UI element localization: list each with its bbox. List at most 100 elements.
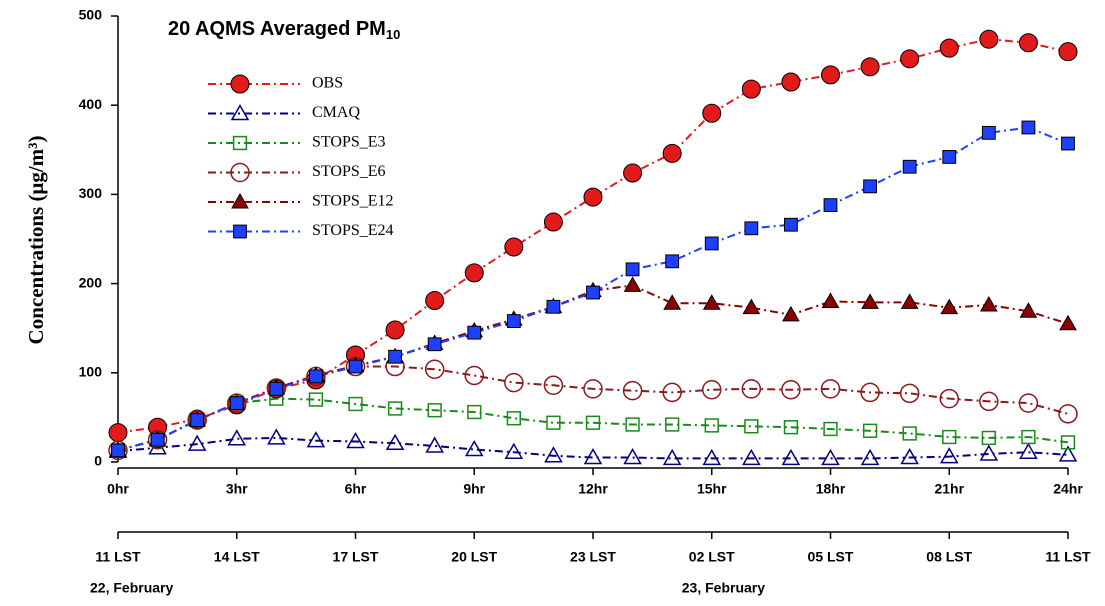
marker xyxy=(546,299,561,314)
marker xyxy=(190,413,205,427)
marker xyxy=(665,417,680,432)
marker xyxy=(702,294,721,310)
marker xyxy=(504,237,524,257)
date-label: 23, February xyxy=(682,580,765,596)
marker xyxy=(979,29,999,49)
marker xyxy=(425,291,445,311)
marker xyxy=(741,379,762,399)
marker xyxy=(623,276,642,292)
date-label: 22, February xyxy=(90,580,173,596)
series-line xyxy=(117,38,1069,434)
marker xyxy=(546,415,561,430)
marker xyxy=(863,179,877,194)
marker xyxy=(784,217,798,232)
marker xyxy=(704,236,719,251)
marker xyxy=(902,159,917,174)
marker xyxy=(662,448,682,466)
x-tick-label: 3hr xyxy=(226,481,248,497)
x-tick-label: 18hr xyxy=(816,481,846,497)
marker xyxy=(704,418,719,433)
lst-label: 14 LST xyxy=(214,549,260,565)
x-tick-label: 0hr xyxy=(107,481,129,497)
y-tick-label: 500 xyxy=(79,7,103,23)
marker xyxy=(467,404,482,420)
lst-label: 23 LST xyxy=(570,549,616,565)
marker xyxy=(1058,42,1078,62)
marker xyxy=(506,411,521,426)
marker xyxy=(346,431,365,449)
y-tick-label: 0 xyxy=(94,453,102,469)
lst-label: 08 LST xyxy=(926,549,972,565)
marker xyxy=(467,325,482,340)
marker xyxy=(979,444,999,461)
marker xyxy=(464,440,484,457)
marker xyxy=(308,392,324,407)
marker xyxy=(783,420,799,435)
marker xyxy=(427,337,442,352)
marker xyxy=(820,379,841,399)
lst-label: 02 LST xyxy=(689,549,735,565)
marker xyxy=(823,421,838,437)
marker xyxy=(504,372,524,393)
marker xyxy=(662,382,682,403)
marker xyxy=(742,298,761,315)
marker xyxy=(781,448,801,466)
marker xyxy=(623,163,643,183)
marker xyxy=(1018,33,1038,53)
legend-marker xyxy=(231,192,249,209)
lst-label: 11 LST xyxy=(1045,549,1091,565)
series-line xyxy=(117,436,1069,460)
marker xyxy=(464,263,484,283)
marker xyxy=(586,285,600,300)
x-tick-label: 24hr xyxy=(1053,481,1083,497)
marker xyxy=(385,433,405,451)
marker xyxy=(702,103,722,123)
marker xyxy=(1059,314,1077,331)
marker xyxy=(662,143,682,163)
legend-marker xyxy=(230,103,250,121)
marker xyxy=(1058,404,1078,424)
marker xyxy=(544,446,563,463)
marker xyxy=(583,187,603,207)
title-text: 20 AQMS Averaged PM xyxy=(168,18,386,40)
marker xyxy=(744,419,759,434)
marker xyxy=(900,293,919,309)
marker xyxy=(702,448,722,466)
marker xyxy=(781,379,801,400)
x-tick-label: 6hr xyxy=(345,481,367,497)
series-line xyxy=(117,365,1069,452)
marker xyxy=(427,403,442,418)
marker xyxy=(111,443,125,458)
marker xyxy=(425,436,444,453)
marker xyxy=(979,391,999,412)
legend-label: STOPS_E24 xyxy=(312,222,394,239)
marker xyxy=(821,292,840,308)
marker xyxy=(424,359,445,379)
series-line xyxy=(117,397,1069,452)
marker xyxy=(464,365,484,386)
x-tick-label: 9hr xyxy=(463,481,485,497)
marker xyxy=(388,349,402,364)
marker xyxy=(665,254,680,269)
marker xyxy=(625,417,640,432)
marker xyxy=(583,379,603,399)
y-tick-label: 300 xyxy=(79,185,103,201)
marker xyxy=(981,125,996,140)
marker xyxy=(623,448,642,465)
y-tick-label: 100 xyxy=(79,364,103,380)
marker xyxy=(860,57,880,77)
marker xyxy=(309,369,323,384)
marker xyxy=(385,320,405,340)
marker xyxy=(108,423,128,443)
marker xyxy=(781,72,801,92)
lst-label: 11 LST xyxy=(95,549,141,565)
marker xyxy=(981,430,996,446)
marker xyxy=(543,212,563,232)
marker xyxy=(1018,393,1039,413)
marker xyxy=(1060,435,1076,450)
marker xyxy=(543,375,564,396)
marker xyxy=(742,448,761,466)
legend-label: STOPS_E6 xyxy=(312,163,386,180)
marker xyxy=(861,293,879,309)
marker xyxy=(939,38,959,58)
